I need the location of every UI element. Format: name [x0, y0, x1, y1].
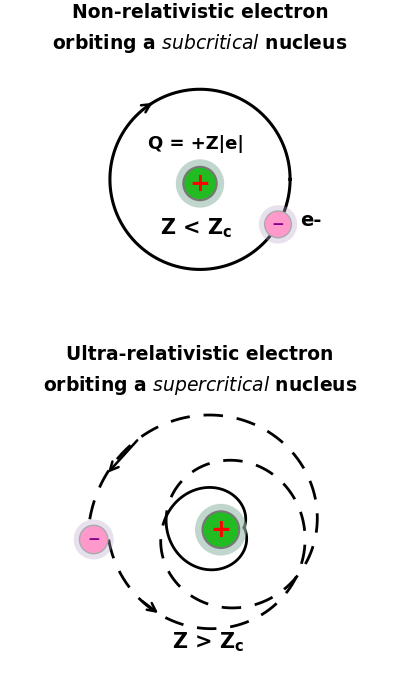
Text: Non-relativistic electron: Non-relativistic electron — [72, 3, 328, 21]
Text: −: − — [272, 217, 284, 232]
Text: Q = +Z|e|: Q = +Z|e| — [148, 135, 244, 153]
Text: orbiting a $\mathit{subcritical}$ nucleus: orbiting a $\mathit{subcritical}$ nucleu… — [52, 31, 348, 55]
Circle shape — [259, 205, 297, 244]
Text: Ultra-relativistic electron: Ultra-relativistic electron — [66, 345, 334, 363]
Text: +: + — [210, 518, 231, 542]
Text: e-: e- — [300, 211, 321, 230]
Circle shape — [202, 512, 239, 548]
Circle shape — [176, 159, 224, 208]
Text: Z > Z$_\mathregular{c}$: Z > Z$_\mathregular{c}$ — [172, 631, 244, 654]
Circle shape — [74, 519, 114, 560]
Text: orbiting a $\mathit{supercritical}$ nucleus: orbiting a $\mathit{supercritical}$ nucl… — [43, 373, 357, 397]
Circle shape — [183, 167, 217, 200]
Text: Z < Z$_\mathregular{c}$: Z < Z$_\mathregular{c}$ — [160, 216, 232, 239]
Circle shape — [80, 525, 108, 553]
Circle shape — [195, 504, 247, 555]
Text: −: − — [87, 532, 100, 547]
Text: +: + — [190, 172, 210, 196]
Circle shape — [265, 211, 291, 238]
